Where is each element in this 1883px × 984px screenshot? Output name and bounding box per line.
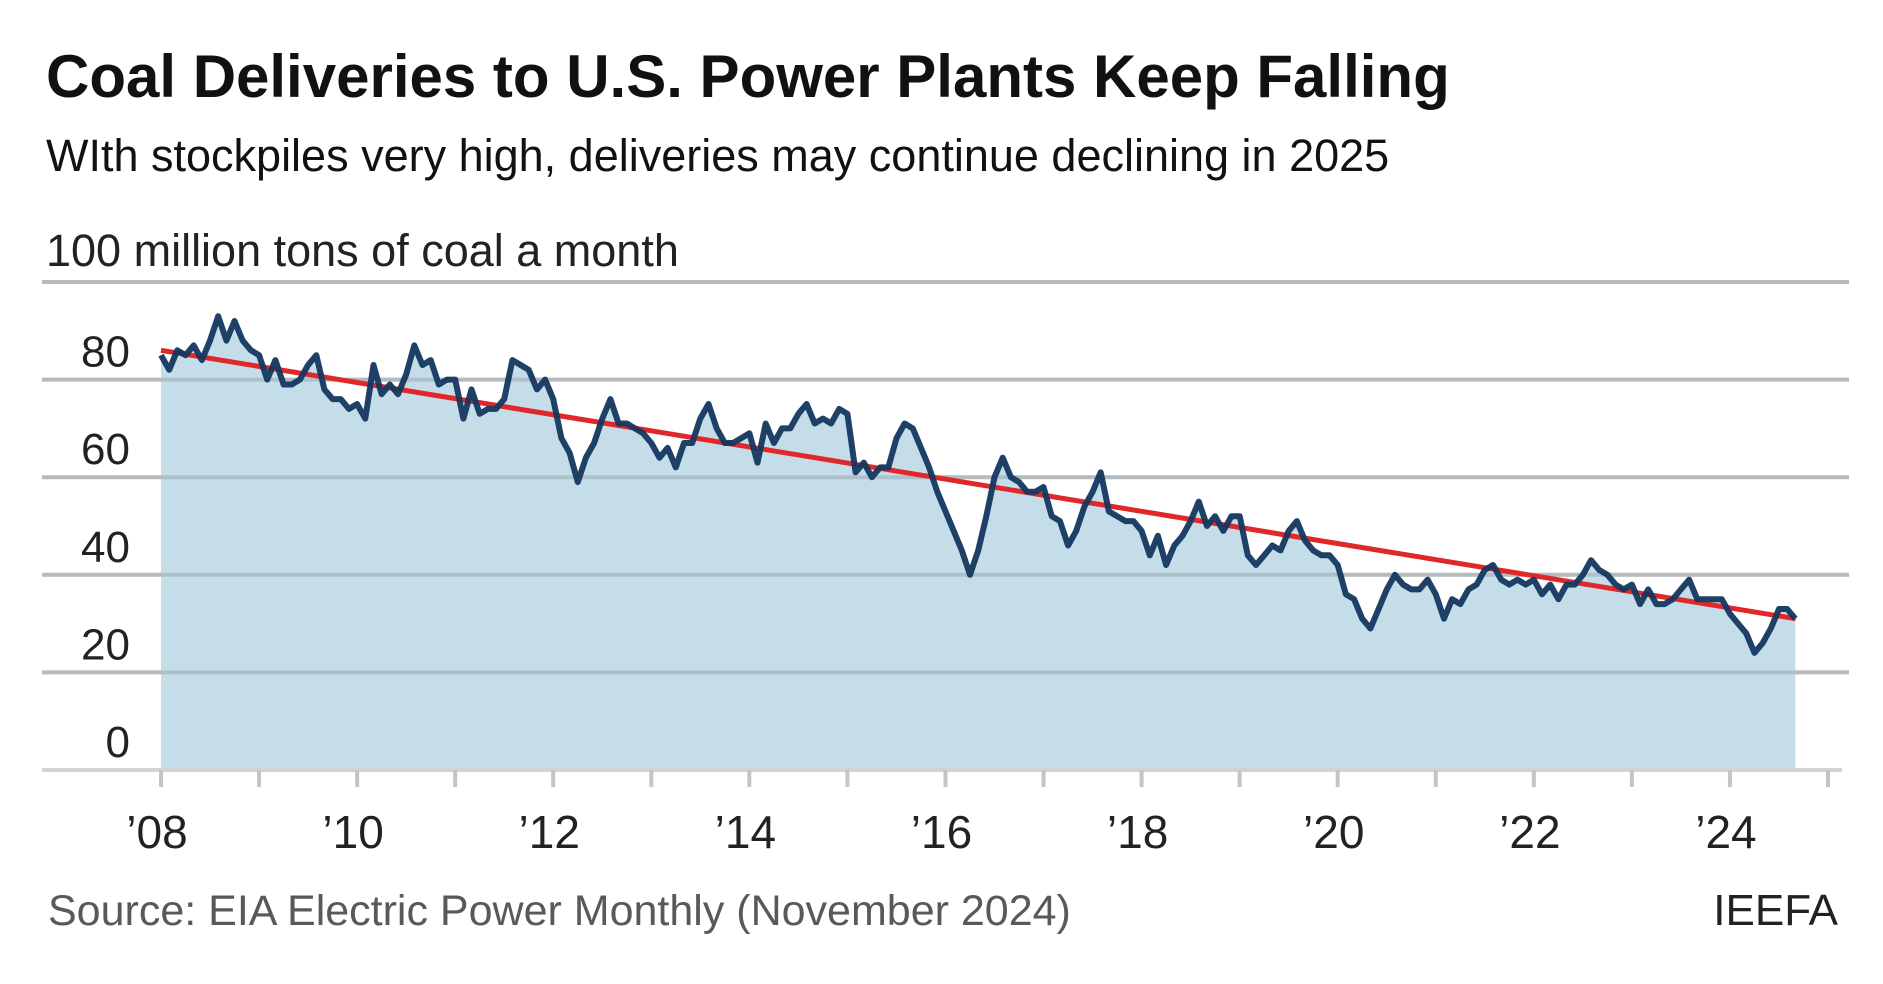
chart-subtitle: WIth stockpiles very high, deliveries ma… <box>46 130 1389 181</box>
x-tick-label: ’16 <box>911 806 972 858</box>
y-tick-label: 40 <box>81 523 130 572</box>
x-tick-label: ’18 <box>1107 806 1168 858</box>
y-tick-label: 20 <box>81 620 130 669</box>
x-axis <box>42 768 1842 787</box>
y-tick-label: 60 <box>81 425 130 474</box>
x-tick-label: ’20 <box>1303 806 1364 858</box>
x-tick-label: ’12 <box>519 806 580 858</box>
series-area-fill <box>161 316 1796 770</box>
series-line <box>158 313 1798 656</box>
x-tick-labels: ’08 ’10 ’12 ’14 ’16 ’18 ’20 ’22 ’24 <box>126 806 1756 858</box>
trend-line <box>160 347 1797 622</box>
x-tick-label: ’14 <box>715 806 776 858</box>
brand-logo: IEEFA <box>1713 886 1838 935</box>
y-tick-label: 80 <box>81 328 130 377</box>
x-tick-label: ’22 <box>1499 806 1560 858</box>
x-tick-label: ’08 <box>126 806 187 858</box>
source-note: Source: EIA Electric Power Monthly (Nove… <box>48 887 1071 935</box>
x-tick-label: ’24 <box>1695 806 1756 858</box>
y-axis-label: 100 million tons of coal a month <box>46 225 679 276</box>
y-tick-label: 0 <box>106 718 130 767</box>
y-tick-labels: 0 20 40 60 80 <box>81 328 130 767</box>
chart-title: Coal Deliveries to U.S. Power Plants Kee… <box>46 43 1450 110</box>
x-tick-label: ’10 <box>322 806 383 858</box>
